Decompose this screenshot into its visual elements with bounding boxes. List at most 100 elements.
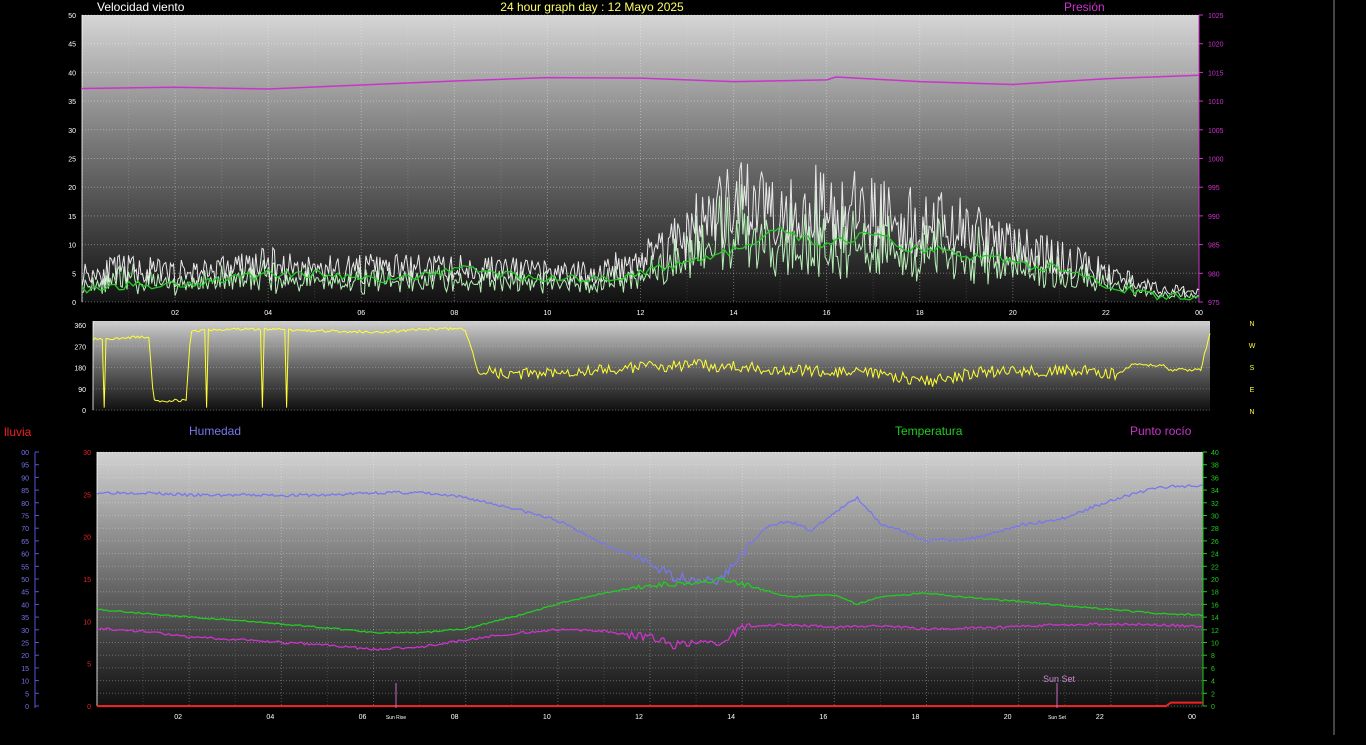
temperature-tick-label: 36 (1211, 475, 1219, 482)
wind-average-line (81, 226, 1200, 301)
temp-x-tick-label: 14 (727, 714, 735, 721)
wind-x-tick-label: 04 (264, 310, 272, 317)
temperature-tick-label: 14 (1211, 615, 1219, 622)
rain-y-axis: 0 5 10 15 20 25 30 (83, 450, 98, 711)
dewpoint-line (96, 622, 1204, 652)
wind-tick-label: 15 (68, 214, 76, 221)
temperature-tick-label: 12 (1211, 628, 1219, 635)
wind-x-tick-label: 22 (1102, 310, 1110, 317)
wind-tick-label: 20 (68, 185, 76, 192)
temperature-tick-label: 10 (1211, 641, 1219, 648)
wind-x-tick-label: 10 (544, 310, 552, 317)
temperature-tick-label: 32 (1211, 501, 1219, 508)
wind-tick-label: 5 (72, 271, 76, 278)
temperature-tick-label: 2 (1211, 691, 1215, 698)
humidity-tick-label: 95 (21, 463, 29, 470)
humidity-tick-label: 70 (21, 526, 29, 533)
wind-direction-plot-area (93, 321, 1210, 411)
temperature-tick-label: 8 (1211, 653, 1215, 660)
humidity-line (96, 484, 1204, 586)
rain-tick-label: 20 (83, 535, 91, 542)
temperature-tick-label: 6 (1211, 666, 1215, 673)
humidity-tick-label: 50 (21, 577, 29, 584)
humidity-tick-label: 65 (21, 539, 29, 546)
direction-line (92, 326, 1211, 408)
wind-x-tick-label: 16 (823, 310, 831, 317)
rain-label: lluvia (4, 425, 32, 439)
wind-x-tick-label: 00 (1195, 310, 1203, 317)
wind-x-tick-label: 06 (357, 310, 365, 317)
humidity-tick-label: 5 (25, 691, 29, 698)
temperature-tick-label: 18 (1211, 590, 1219, 597)
compass-legend: N W S E N (1249, 321, 1256, 416)
humidity-tick-label: 30 (21, 628, 29, 635)
pressure-tick-label: 975 (1208, 300, 1220, 307)
humidity-tick-label: 80 (21, 501, 29, 508)
wind-tick-label: 10 (68, 243, 76, 250)
wind-x-tick-label: 02 (171, 310, 179, 317)
temp-x-axis: 02 04 06 08 10 12 14 16 18 20 22 00 (174, 714, 1196, 721)
wind-tick-label: 25 (68, 157, 76, 164)
rain-tick-label: 10 (83, 619, 91, 626)
direction-tick-label: 180 (74, 366, 86, 373)
temp-humidity-series (96, 484, 1204, 707)
temp-x-tick-label: 22 (1096, 714, 1104, 721)
humidity-tick-label: 15 (21, 666, 29, 673)
humidity-y-axis: 0 5 10 15 20 25 30 35 40 45 50 55 60 65 70 75 80 85 90 95 00 (21, 450, 39, 711)
temp-x-tick-label: 06 (359, 714, 367, 721)
rain-tick-label: 30 (83, 450, 91, 457)
pressure-tick-label: 1000 (1208, 157, 1224, 164)
wind-x-tick-label: 20 (1009, 310, 1017, 317)
pressure-tick-label: 990 (1208, 214, 1220, 221)
temperature-tick-label: 26 (1211, 539, 1219, 546)
pressure-tick-label: 985 (1208, 243, 1220, 250)
wind-tick-label: 0 (72, 300, 76, 307)
temp-x-tick-label: 08 (451, 714, 459, 721)
sunrise-label: Sun Rise (386, 715, 407, 721)
compass-letter: N (1249, 409, 1254, 416)
dewpoint-label: Punto rocío (1130, 424, 1192, 438)
temperature-tick-label: 24 (1211, 552, 1219, 559)
temp-x-tick-label: 18 (912, 714, 920, 721)
temp-x-tick-label: 16 (819, 714, 827, 721)
sunset-small-label: Sun Set (1048, 715, 1066, 721)
humidity-tick-label: 25 (21, 641, 29, 648)
temperature-line (96, 577, 1204, 635)
compass-letter: N (1249, 321, 1254, 328)
wind-gust-line (81, 162, 1200, 296)
rain-tick-label: 25 (83, 492, 91, 499)
pressure-tick-label: 1015 (1208, 70, 1224, 77)
temp-x-tick-label: 02 (174, 714, 182, 721)
temp-x-tick-label: 00 (1188, 714, 1196, 721)
temp-x-tick-label: 10 (543, 714, 551, 721)
direction-tick-label: 270 (74, 344, 86, 351)
direction-tick-label: 360 (74, 323, 86, 330)
temp-humidity-grid (96, 451, 1204, 707)
wind-speed-label: Velocidad viento (97, 0, 185, 14)
wind-tick-label: 30 (68, 128, 76, 135)
humidity-tick-label: 60 (21, 552, 29, 559)
temperature-label: Temperatura (895, 424, 963, 438)
humidity-tick-label: 85 (21, 488, 29, 495)
wind-tick-label: 35 (68, 99, 76, 106)
temperature-tick-label: 34 (1211, 488, 1219, 495)
pressure-tick-label: 1010 (1208, 99, 1224, 106)
pressure-tick-label: 980 (1208, 271, 1220, 278)
compass-letter: S (1250, 365, 1255, 372)
direction-y-axis: 0 90 180 270 360 (74, 321, 94, 415)
wind-x-tick-label: 08 (450, 310, 458, 317)
wind-tick-label: 50 (68, 13, 76, 20)
page-title: 24 hour graph day : 12 Mayo 2025 (500, 0, 684, 14)
rain-line (97, 701, 1203, 707)
temperature-tick-label: 30 (1211, 514, 1219, 521)
temperature-tick-label: 22 (1211, 564, 1219, 571)
rain-tick-label: 0 (87, 704, 91, 711)
temperature-tick-label: 0 (1211, 704, 1215, 711)
humidity-tick-label: 75 (21, 514, 29, 521)
wind-x-tick-label: 14 (730, 310, 738, 317)
temperature-tick-label: 20 (1211, 577, 1219, 584)
compass-letter: E (1250, 387, 1255, 394)
sun-markers: Sun Rise Sun Set Sun Set (386, 674, 1076, 721)
